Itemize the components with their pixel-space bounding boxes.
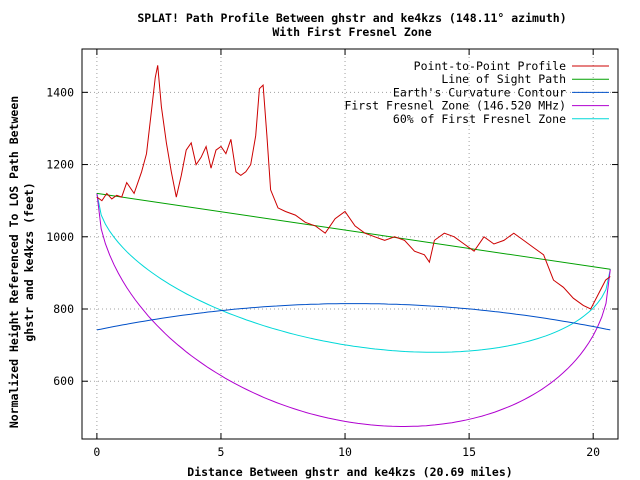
y-tick-label: 1000: [46, 230, 74, 244]
x-tick-label: 20: [586, 445, 600, 459]
legend-label: Line of Sight Path: [441, 72, 566, 86]
x-tick-label: 0: [93, 445, 100, 459]
y-tick-label: 1400: [46, 85, 74, 99]
x-axis-label: Distance Between ghstr and ke4kzs (20.69…: [187, 465, 512, 479]
chart-subtitle: With First Fresnel Zone: [272, 25, 431, 39]
legend-label: Earth's Curvature Contour: [393, 85, 566, 99]
x-axis-ticks: 0 5 10 15 20: [93, 49, 600, 459]
y-tick-label: 800: [53, 302, 74, 316]
legend-label: Point-to-Point Profile: [414, 59, 566, 73]
series-line-line-of-sight-path: [96, 192, 611, 270]
series-line-earth-s-curvature-contour: [96, 303, 611, 331]
plot-frame: [81, 48, 619, 440]
y-tick-label: 600: [53, 374, 74, 388]
x-tick-label: 10: [338, 445, 352, 459]
grid-lines: [82, 49, 618, 439]
x-tick-label: 15: [462, 445, 476, 459]
y-axis-label-line2: ghstr and ke4kzs (feet): [22, 182, 36, 341]
legend-label: 60% of First Fresnel Zone: [393, 112, 566, 126]
y-axis-ticks: 600 800 1000 1200 1400: [46, 85, 618, 388]
series-line-60-of-first-fresnel-zone: [96, 193, 611, 353]
x-tick-label: 5: [217, 445, 224, 459]
series-line-first-fresnel-zone-146-520-mhz: [96, 193, 611, 427]
y-tick-label: 1200: [46, 158, 74, 172]
series-line-point-to-point-profile: [96, 65, 611, 310]
legend-label: First Fresnel Zone (146.520 MHz): [344, 99, 566, 113]
y-axis-label-line1: Normalized Height Referenced To LOS Path…: [7, 96, 21, 428]
series-layer: [96, 65, 611, 427]
chart-title: SPLAT! Path Profile Between ghstr and ke…: [137, 11, 566, 25]
